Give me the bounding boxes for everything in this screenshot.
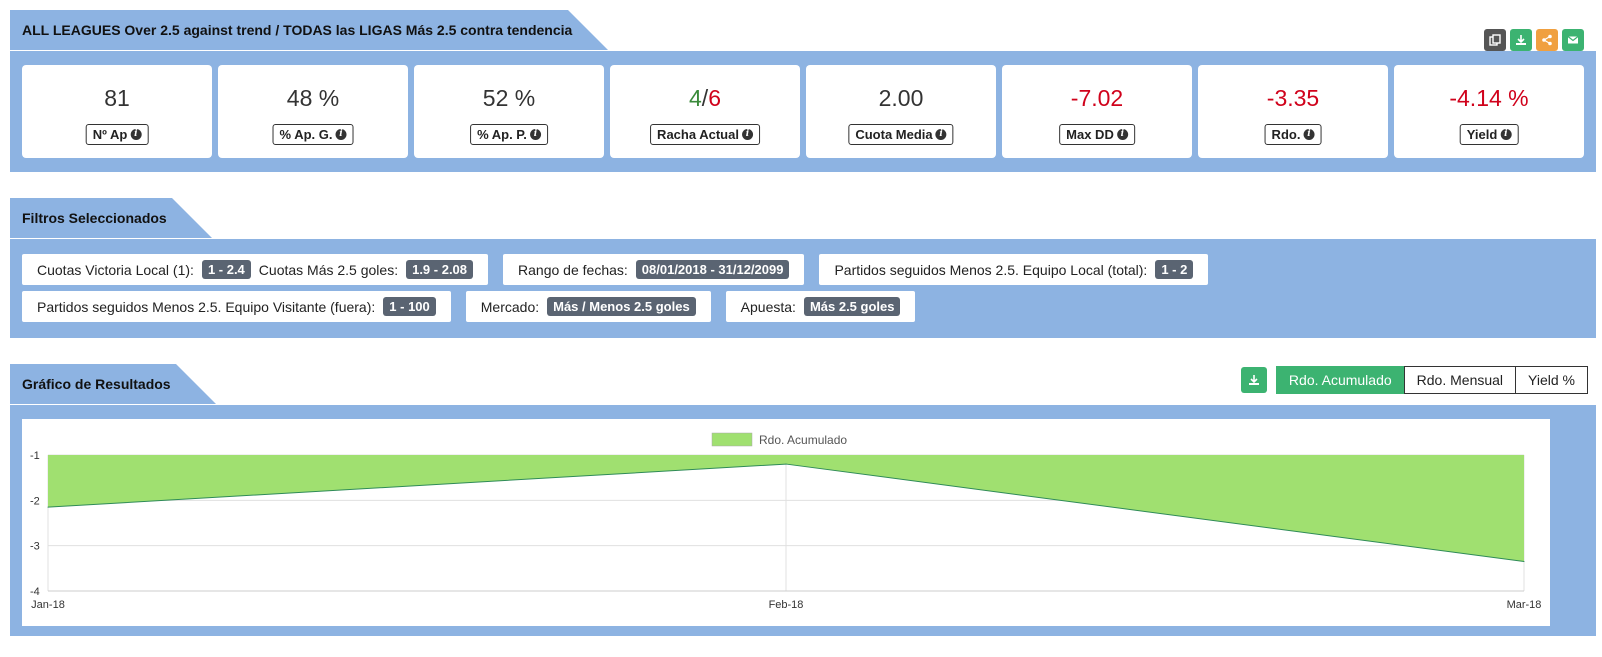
stat-label: % Ap. G.	[279, 127, 333, 142]
stat-value: 2.00	[878, 85, 924, 111]
copy-icon[interactable]	[1484, 29, 1506, 51]
filter-label: Cuotas Victoria Local (1):	[37, 261, 194, 278]
stat-label-button[interactable]: Rdo. i	[1264, 124, 1322, 145]
filter-chip: Partidos seguidos Menos 2.5. Equipo Loca…	[819, 254, 1209, 285]
x-tick-label: Mar-18	[1507, 599, 1542, 611]
stat-value: -7.02	[1070, 85, 1124, 111]
stat-label-button[interactable]: Yield i	[1459, 124, 1519, 145]
filter-value: Más 2.5 goles	[803, 297, 901, 316]
stat-label: Max DD	[1066, 127, 1114, 142]
stat-card-yield: -4.14 % Yield i	[1394, 65, 1584, 158]
data-point	[47, 506, 49, 508]
stat-value: 48 %	[286, 85, 340, 111]
action-toolbar	[1484, 29, 1584, 51]
stat-card-max-dd: -7.02 Max DD i	[1002, 65, 1192, 158]
info-icon: i	[529, 129, 541, 140]
filter-label: Mercado:	[480, 298, 540, 315]
stat-card-rdo: -3.35 Rdo. i	[1198, 65, 1388, 158]
chart-container: -1 -2 -3 -4 Jan-18 Feb-18 Mar-18 Rdo. Acumulado	[22, 419, 1550, 626]
filter-label: Apuesta:	[740, 298, 796, 315]
filter-chip: Apuesta: Más 2.5 goles	[725, 291, 916, 322]
stat-card-ap-g: 48 % % Ap. G. i	[218, 65, 408, 158]
email-icon[interactable]	[1562, 29, 1584, 51]
filter-label: Partidos seguidos Menos 2.5. Equipo Loca…	[834, 261, 1148, 278]
stat-label-button[interactable]: Cuota Media i	[848, 124, 954, 145]
info-icon: i	[335, 129, 347, 140]
stat-label: Racha Actual	[657, 127, 739, 142]
stat-label: Rdo.	[1271, 127, 1301, 142]
stat-card-ap-p: 52 % % Ap. P. i	[414, 65, 604, 158]
streak-losses: 6	[708, 85, 721, 111]
stat-label-button[interactable]: % Ap. P. i	[470, 124, 548, 145]
x-tick-label: Feb-18	[769, 599, 804, 611]
download-chart-button[interactable]	[1240, 367, 1267, 393]
info-icon: i	[1303, 129, 1315, 140]
filter-chip: Mercado: Más / Menos 2.5 goles	[465, 291, 711, 322]
filter-value: 1 - 2	[1155, 260, 1194, 279]
filters-panel: Cuotas Victoria Local (1): 1 - 2.4 Cuota…	[10, 239, 1596, 338]
stat-value: 81	[104, 85, 130, 111]
y-tick-label: -1	[30, 450, 40, 462]
streak-wins: 4	[689, 85, 702, 111]
filter-value: Más / Menos 2.5 goles	[547, 297, 696, 316]
stat-label-button[interactable]: Racha Actual i	[650, 124, 760, 145]
y-tick-label: -4	[30, 586, 40, 598]
stat-value: -3.35	[1266, 85, 1320, 111]
stat-label-button[interactable]: % Ap. G. i	[272, 124, 354, 145]
filter-value: 1.9 - 2.08	[406, 260, 474, 279]
stat-card-cuota-media: 2.00 Cuota Media i	[806, 65, 996, 158]
tab-rdo-mensual[interactable]: Rdo. Mensual	[1403, 366, 1517, 394]
download-icon	[1248, 375, 1259, 385]
stat-label: Nº Ap	[92, 127, 128, 142]
filter-label: Partidos seguidos Menos 2.5. Equipo Visi…	[37, 298, 376, 315]
filter-value: 1 - 100	[383, 297, 436, 316]
chart-title: Gráfico de Resultados	[10, 364, 216, 404]
y-tick-label: -2	[30, 495, 40, 507]
stat-card-n-ap: 81 Nº Ap i	[22, 65, 212, 158]
info-icon: i	[935, 129, 947, 140]
chart-mode-tabs: Rdo. Acumulado Rdo. Mensual Yield %	[1275, 366, 1588, 394]
legend-label: Rdo. Acumulado	[759, 433, 847, 447]
filter-value: 08/01/2018 - 31/12/2099	[635, 260, 790, 279]
stat-label-button[interactable]: Nº Ap i	[85, 124, 149, 145]
stat-card-racha: 4/6 Racha Actual i	[610, 65, 800, 158]
legend-swatch	[711, 432, 753, 447]
stat-label-button[interactable]: Max DD i	[1059, 124, 1135, 145]
filter-chip: Rango de fechas: 08/01/2018 - 31/12/2099	[503, 254, 805, 285]
data-point	[1523, 561, 1525, 563]
x-tick-label: Jan-18	[31, 599, 65, 611]
filter-value: 1 - 2.4	[201, 260, 251, 279]
summary-section: ALL LEAGUES Over 2.5 against trend / TOD…	[10, 10, 1596, 172]
stat-label: Yield	[1466, 127, 1498, 142]
chart-section: Gráfico de Resultados Rdo. Acumulado Rdo…	[10, 364, 1596, 636]
chart-panel: -1 -2 -3 -4 Jan-18 Feb-18 Mar-18 Rdo. Acumulado	[10, 405, 1596, 636]
stats-panel: 81 Nº Ap i 48 % % Ap. G. i 52 % % Ap. P. i …	[10, 51, 1596, 172]
filter-chip: Partidos seguidos Menos 2.5. Equipo Visi…	[22, 291, 451, 322]
stat-value: 52 %	[482, 85, 536, 111]
area-fill	[48, 455, 1524, 562]
tab-yield[interactable]: Yield %	[1515, 366, 1588, 394]
stat-value: -4.14 %	[1449, 85, 1529, 111]
page-title: ALL LEAGUES Over 2.5 against trend / TOD…	[10, 10, 608, 50]
filter-label: Cuotas Más 2.5 goles:	[258, 261, 399, 278]
filters-title: Filtros Seleccionados	[10, 198, 212, 238]
filters-section: Filtros Seleccionados Cuotas Victoria Lo…	[10, 198, 1596, 338]
tab-rdo-acumulado[interactable]: Rdo. Acumulado	[1275, 366, 1405, 394]
stat-label: Cuota Media	[855, 127, 933, 142]
stat-label: % Ap. P.	[477, 127, 527, 142]
filter-label: Rango de fechas:	[518, 261, 628, 278]
info-icon: i	[741, 129, 753, 140]
streak-separator: /	[701, 85, 709, 111]
info-icon: i	[1116, 129, 1128, 140]
data-point	[785, 463, 787, 465]
chart-controls: Rdo. Acumulado Rdo. Mensual Yield %	[1240, 366, 1588, 394]
share-icon[interactable]	[1536, 29, 1558, 51]
info-icon: i	[1500, 129, 1512, 140]
y-tick-label: -3	[30, 541, 40, 553]
filter-chip: Cuotas Victoria Local (1): 1 - 2.4 Cuota…	[22, 254, 489, 285]
info-icon: i	[130, 129, 142, 140]
stat-value: 4/6	[610, 85, 800, 112]
download-icon[interactable]	[1510, 29, 1532, 51]
